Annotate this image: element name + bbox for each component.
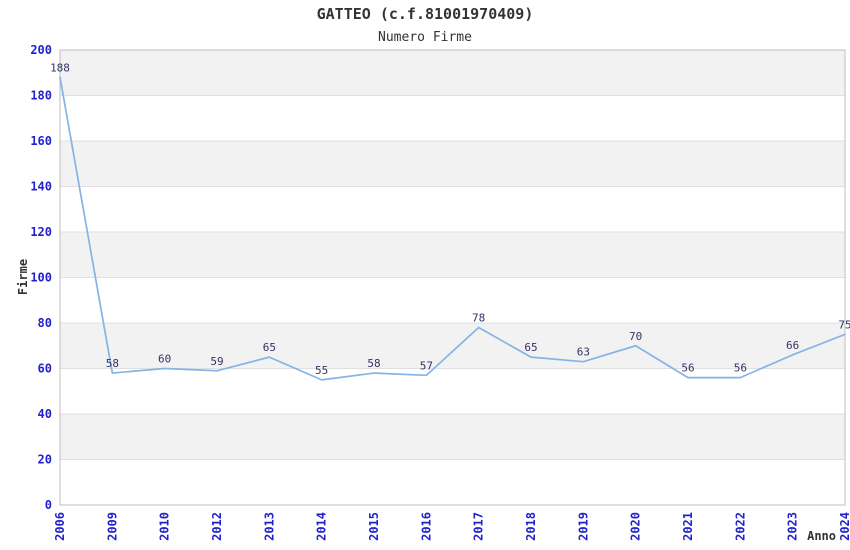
gridlines — [60, 95, 845, 460]
plot-band — [60, 323, 845, 369]
y-tick-label: 140 — [30, 180, 52, 194]
x-tick-label: 2006 — [53, 512, 67, 541]
data-point-label: 57 — [420, 359, 433, 372]
y-axis-tick-labels: 0 20 40 60 80 100 120 140 160 180 200 — [30, 43, 52, 512]
data-point-label: 56 — [681, 362, 694, 375]
data-point-label: 63 — [577, 346, 590, 359]
series-line — [59, 76, 846, 381]
y-tick-label: 200 — [30, 43, 52, 57]
y-tick-label: 180 — [30, 89, 52, 103]
plot-band — [60, 50, 845, 96]
x-tick-label: 2023 — [786, 512, 800, 541]
x-tick-label: 2018 — [524, 512, 538, 541]
plot-bands — [60, 50, 845, 460]
data-point-label: 60 — [158, 353, 171, 366]
y-tick-label: 60 — [38, 362, 52, 376]
chart-title: GATTEO (c.f.81001970409) — [317, 5, 534, 23]
plot-border — [59, 49, 846, 506]
x-tick-label: 2024 — [838, 512, 850, 541]
x-tick-label: 2022 — [733, 512, 747, 541]
x-tick-label: 2012 — [210, 512, 224, 541]
chart-subtitle: Numero Firme — [378, 30, 472, 45]
data-point-label: 59 — [210, 355, 223, 368]
y-tick-label: 160 — [30, 134, 52, 148]
x-tick-label: 2021 — [681, 512, 695, 541]
data-point-labels: 188 58 60 59 65 55 58 57 78 65 63 70 56 56 66 75 — [50, 61, 850, 377]
x-axis-tick-labels: 2006 2009 2010 2012 2013 2014 2015 2016 2017 2018… — [53, 512, 850, 541]
y-tick-label: 100 — [30, 271, 52, 285]
y-axis-title: Firme — [16, 259, 30, 295]
y-tick-label: 40 — [38, 407, 52, 421]
x-tick-label: 2019 — [576, 512, 590, 541]
x-tick-label: 2016 — [419, 512, 433, 541]
data-series — [59, 76, 846, 381]
plot-band — [60, 414, 845, 460]
data-point-label: 58 — [367, 357, 380, 370]
x-tick-label: 2010 — [158, 512, 172, 541]
x-tick-label: 2013 — [262, 512, 276, 541]
data-point-label: 58 — [106, 357, 119, 370]
plot-band — [60, 232, 845, 278]
x-tick-label: 2020 — [629, 512, 643, 541]
data-point-label: 65 — [524, 341, 537, 354]
data-point-label: 70 — [629, 330, 642, 343]
x-axis-title: Anno — [807, 529, 836, 543]
y-tick-label: 120 — [30, 225, 52, 239]
x-tick-label: 2015 — [367, 512, 381, 541]
data-point-label: 56 — [734, 362, 747, 375]
y-tick-label: 20 — [38, 453, 52, 467]
y-tick-label: 80 — [38, 316, 52, 330]
x-tick-label: 2017 — [472, 512, 486, 541]
y-tick-label: 0 — [45, 498, 52, 512]
x-tick-label: 2014 — [315, 512, 329, 541]
plot-band — [60, 141, 845, 187]
data-point-label: 66 — [786, 339, 799, 352]
data-point-label: 55 — [315, 364, 328, 377]
data-point-label: 188 — [50, 61, 70, 74]
data-point-label: 65 — [263, 341, 276, 354]
data-point-label: 75 — [838, 318, 850, 331]
x-tick-label: 2009 — [105, 512, 119, 541]
data-point-label: 78 — [472, 312, 485, 325]
